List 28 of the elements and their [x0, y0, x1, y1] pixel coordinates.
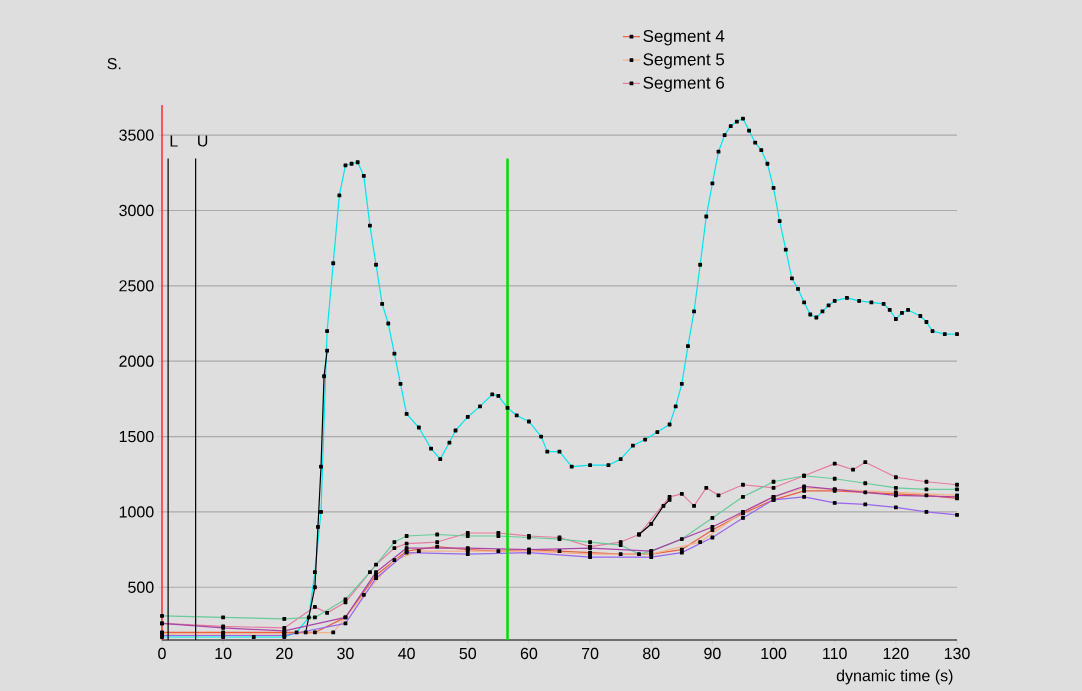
x-tick-label: 130 [944, 647, 970, 660]
x-axis-title: dynamic time (s) [836, 669, 953, 685]
y-tick-label: 3500 [119, 129, 154, 141]
legend-label: Segment 6 [643, 76, 725, 93]
x-tick-label: 90 [704, 647, 721, 660]
y-tick-label: 1000 [119, 506, 154, 518]
x-tick-label: 70 [582, 647, 599, 660]
x-tick-label: 80 [643, 647, 660, 660]
y-axis-title: S. [107, 58, 121, 70]
y-tick-label: 3000 [119, 204, 154, 217]
x-tick-label: 10 [215, 647, 232, 660]
x-tick-label: 110 [823, 647, 847, 660]
ref-line-label: U [198, 135, 208, 147]
y-tick-label: 500 [128, 581, 154, 593]
x-tick-label: 50 [459, 647, 477, 660]
y-tick-label: 2000 [119, 355, 154, 367]
x-tick-label: 100 [761, 647, 787, 660]
x-tick-label: 60 [520, 647, 538, 660]
x-tick-label: 30 [337, 647, 354, 660]
y-tick-label: 1500 [119, 430, 154, 443]
x-tick-label: 0 [158, 647, 166, 660]
legend-label: Segment 5 [643, 53, 725, 69]
x-tick-label: 20 [276, 647, 293, 660]
x-tick-label: 40 [398, 647, 415, 660]
y-tick-label: 2500 [119, 280, 154, 292]
x-tick-label: 120 [883, 647, 909, 660]
legend-label: Segment 4 [643, 29, 725, 46]
ref-line-label: L [170, 135, 178, 147]
